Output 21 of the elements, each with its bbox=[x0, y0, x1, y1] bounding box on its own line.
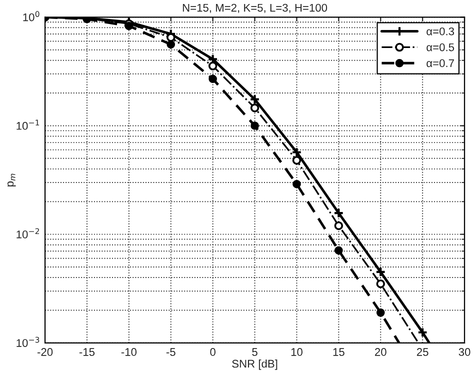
legend-label: α=0.7 bbox=[426, 59, 454, 68]
x-tick-label: 30 bbox=[458, 348, 470, 356]
x-tick-label: 20 bbox=[375, 348, 386, 356]
y-axis-title: p$_{m}$ bbox=[8, 174, 16, 186]
x-tick-label: -15 bbox=[79, 348, 95, 356]
y-tick-label: 10$^{0}$ bbox=[23, 11, 40, 22]
x-tick-label: 15 bbox=[333, 348, 344, 356]
x-tick-label: -5 bbox=[166, 348, 176, 356]
x-axis-title: SNR [dB] bbox=[232, 360, 278, 370]
y-tick-label: 10$^{−3}$ bbox=[16, 336, 40, 347]
legend-label: α=0.3 bbox=[426, 27, 454, 36]
y-tick-label: 10$^{−1}$ bbox=[16, 120, 40, 130]
x-tick-label: 0 bbox=[210, 348, 216, 356]
x-tick-label: 10 bbox=[291, 348, 302, 356]
x-tick-label: 25 bbox=[416, 348, 428, 356]
chart-title: N=15, M=2, K=5, L=3, H=100 bbox=[182, 4, 328, 14]
x-tick-label: 5 bbox=[252, 348, 258, 356]
x-tick-label: -10 bbox=[121, 348, 137, 356]
legend-label: α=0.5 bbox=[426, 43, 454, 52]
x-tick-label: -20 bbox=[37, 348, 53, 356]
y-tick-label: 10$^{−2}$ bbox=[16, 228, 39, 238]
